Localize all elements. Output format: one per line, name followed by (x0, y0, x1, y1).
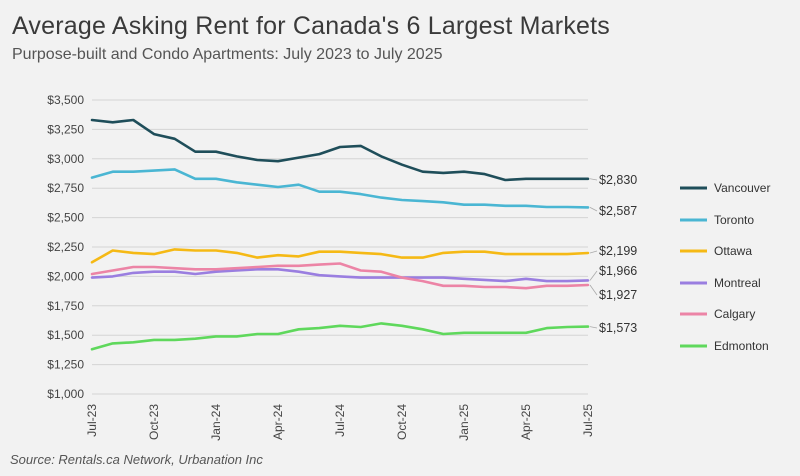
x-tick-label: Jan-25 (457, 404, 471, 441)
end-label-montreal: $1,966 (599, 264, 637, 278)
legend-label-calgary: Calgary (714, 307, 755, 321)
x-tick-label: Jul-25 (581, 404, 595, 437)
y-tick-label: $3,500 (47, 93, 84, 107)
end-label-toronto: $2,587 (599, 204, 637, 218)
end-label-calgary: $1,927 (599, 288, 637, 302)
y-tick-label: $2,750 (47, 181, 84, 195)
series-line-calgary (90, 262, 590, 290)
source-note: Source: Rentals.ca Network, Urbanation I… (10, 452, 263, 467)
chart-subtitle: Purpose-built and Condo Apartments: July… (12, 46, 443, 63)
end-label-leader (589, 284, 598, 296)
end-label-leader (589, 270, 598, 281)
x-tick-label: Oct-23 (147, 404, 161, 440)
end-label-leader (589, 207, 598, 212)
x-tick-label: Jul-23 (85, 404, 99, 437)
y-tick-label: $1,250 (47, 358, 84, 372)
x-tick-label: Oct-24 (395, 404, 409, 440)
x-tick-label: Jan-24 (209, 404, 223, 441)
y-tick-label: $3,250 (47, 122, 84, 136)
y-tick-label: $2,250 (47, 240, 84, 254)
end-label-leader (589, 250, 598, 254)
series-line-edmonton (90, 322, 590, 351)
legend-label-vancouver: Vancouver (714, 181, 770, 195)
x-tick-label: Jul-24 (333, 404, 347, 437)
x-tick-label: Apr-24 (271, 404, 285, 440)
end-label-leader (589, 326, 598, 329)
series-line-montreal (90, 268, 590, 283)
y-tick-label: $2,000 (47, 269, 84, 283)
legend-label-toronto: Toronto (714, 213, 754, 227)
x-tick-label: Apr-25 (519, 404, 533, 440)
series-line-toronto (90, 168, 590, 209)
end-label-edmonton: $1,573 (599, 321, 637, 335)
series-line-ottawa (90, 248, 590, 264)
legend-label-ottawa: Ottawa (714, 244, 752, 258)
end-label-leader (589, 178, 598, 181)
y-tick-label: $1,000 (47, 387, 84, 401)
y-tick-label: $2,500 (47, 211, 84, 225)
y-tick-label: $1,750 (47, 299, 84, 313)
chart-title: Average Asking Rent for Canada's 6 Large… (12, 12, 610, 40)
y-tick-label: $3,000 (47, 152, 84, 166)
legend-label-edmonton: Edmonton (714, 339, 769, 353)
legend-label-montreal: Montreal (714, 276, 761, 290)
series-line-vancouver (90, 118, 590, 182)
end-label-vancouver: $2,830 (599, 173, 637, 187)
end-label-ottawa: $2,199 (599, 244, 637, 258)
y-tick-label: $1,500 (47, 328, 84, 342)
